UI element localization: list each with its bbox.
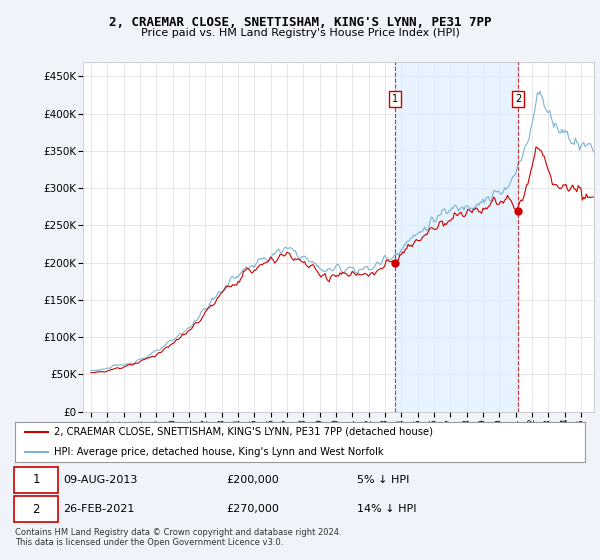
Text: £200,000: £200,000: [226, 475, 278, 485]
Text: Contains HM Land Registry data © Crown copyright and database right 2024.
This d: Contains HM Land Registry data © Crown c…: [15, 528, 341, 547]
Text: 2: 2: [515, 94, 521, 104]
Text: 14% ↓ HPI: 14% ↓ HPI: [357, 504, 416, 514]
Bar: [395, 62, 518, 412]
Text: 5% ↓ HPI: 5% ↓ HPI: [357, 475, 409, 485]
Text: 2, CRAEMAR CLOSE, SNETTISHAM, KING'S LYNN, PE31 7PP (detached house): 2, CRAEMAR CLOSE, SNETTISHAM, KING'S LYN…: [54, 427, 433, 437]
Text: 26-FEB-2021: 26-FEB-2021: [64, 504, 135, 514]
FancyBboxPatch shape: [14, 467, 58, 493]
Text: £270,000: £270,000: [226, 504, 279, 514]
FancyBboxPatch shape: [14, 496, 58, 522]
Text: 1: 1: [32, 473, 40, 486]
Text: HPI: Average price, detached house, King's Lynn and West Norfolk: HPI: Average price, detached house, King…: [54, 447, 383, 457]
Text: 1: 1: [392, 94, 398, 104]
Text: Price paid vs. HM Land Registry's House Price Index (HPI): Price paid vs. HM Land Registry's House …: [140, 28, 460, 38]
Text: 09-AUG-2013: 09-AUG-2013: [64, 475, 138, 485]
Text: 2, CRAEMAR CLOSE, SNETTISHAM, KING'S LYNN, PE31 7PP: 2, CRAEMAR CLOSE, SNETTISHAM, KING'S LYN…: [109, 16, 491, 29]
Text: 2: 2: [32, 503, 40, 516]
